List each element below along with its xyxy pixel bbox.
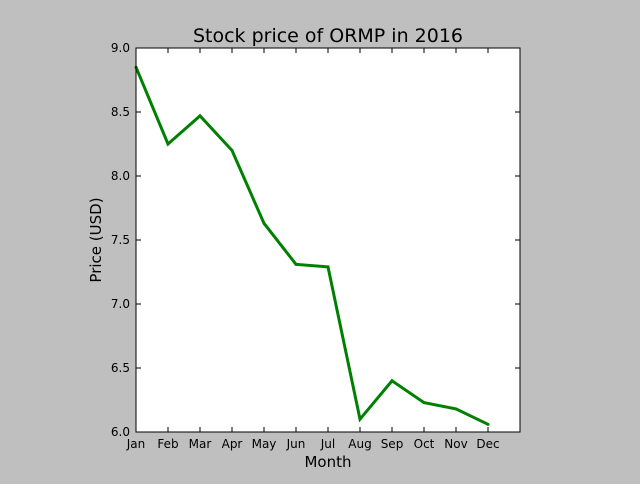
data-point [294, 262, 298, 266]
x-tick-label: Mar [189, 437, 212, 451]
data-point [326, 265, 330, 269]
x-axis-label: Month [304, 453, 351, 471]
x-tick-label: Jan [126, 437, 146, 451]
y-tick-label: 8.5 [111, 105, 130, 119]
x-tick-label: Dec [476, 437, 499, 451]
data-point [262, 221, 266, 225]
data-point [422, 401, 426, 405]
plot-frame [135, 47, 521, 433]
data-point [166, 142, 170, 146]
y-tick-label: 9.0 [111, 41, 130, 55]
x-tick-label: Oct [414, 437, 435, 451]
y-tick-label: 7.0 [111, 297, 130, 311]
x-tick-label: Jul [320, 437, 335, 451]
y-tick-label: 6.0 [111, 425, 130, 439]
x-tick-label: Apr [222, 437, 243, 451]
series-layer [134, 65, 490, 426]
y-tick-label: 6.5 [111, 361, 130, 375]
data-point [454, 407, 458, 411]
y-tick-label: 8.0 [111, 169, 130, 183]
x-tick-label: May [252, 437, 277, 451]
y-tick-label: 7.5 [111, 233, 130, 247]
data-point [390, 379, 394, 383]
axis-tick-labels: Jan Feb Mar Apr May Jun Jul Aug Sep Oct Nov Dec 6.0 6… [111, 41, 500, 451]
x-tick-label: Feb [157, 437, 178, 451]
x-tick-label: Aug [348, 437, 371, 451]
series-line [134, 66, 489, 426]
data-point [486, 422, 490, 426]
y-axis-label: Price (USD) [87, 197, 105, 282]
data-point [198, 114, 202, 118]
x-tick-label: Nov [444, 437, 467, 451]
data-point [358, 417, 362, 421]
x-tick-label: Sep [381, 437, 404, 451]
plot-area [136, 48, 520, 432]
chart-title: Stock price of ORMP in 2016 [193, 25, 463, 47]
data-point [230, 148, 234, 152]
x-tick-label: Jun [286, 437, 306, 451]
